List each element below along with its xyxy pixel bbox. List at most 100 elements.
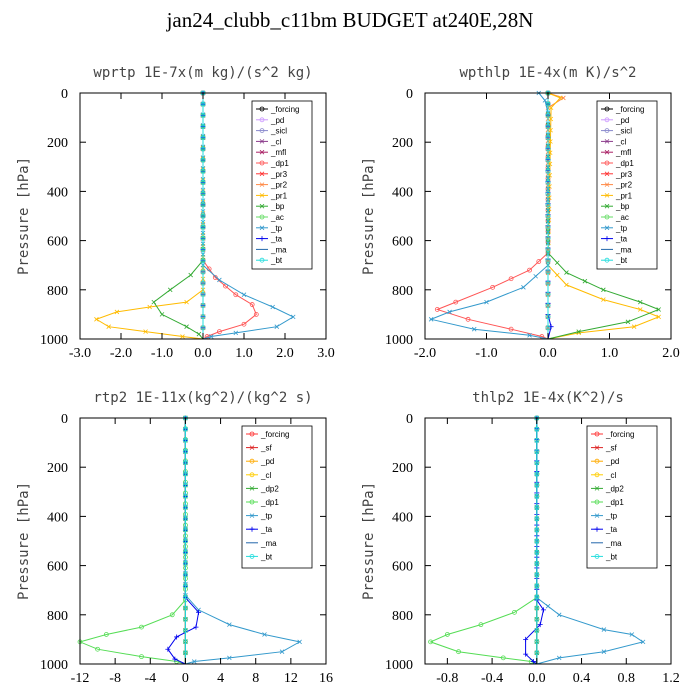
x-tick-label: 1.0 xyxy=(235,346,253,361)
data-point xyxy=(139,654,144,660)
data-point xyxy=(143,329,148,334)
data-point xyxy=(545,168,551,174)
data-point xyxy=(200,224,206,230)
legend-entry: _bt xyxy=(246,552,273,561)
data-point xyxy=(183,460,188,466)
data-point xyxy=(601,649,607,654)
y-tick-label: 200 xyxy=(47,136,68,151)
data-point xyxy=(249,472,255,478)
legend-entry: _bt xyxy=(601,256,628,265)
series-line xyxy=(95,93,204,340)
legend-label: _tp xyxy=(615,224,628,233)
legend-entry: _cl xyxy=(246,471,271,480)
data-point xyxy=(114,309,120,315)
data-point xyxy=(259,149,265,155)
legend-entry: _pd xyxy=(246,457,274,466)
legend-label: _sicl xyxy=(615,127,632,136)
data-point xyxy=(656,307,661,312)
x-tick-label: -4 xyxy=(144,671,156,686)
data-point xyxy=(545,258,551,264)
data-point xyxy=(200,269,206,275)
legend-entry: _mfl xyxy=(256,148,286,157)
data-point xyxy=(625,319,631,325)
data-point xyxy=(530,659,536,665)
legend-label: _bt xyxy=(260,552,273,561)
series-bt xyxy=(183,415,188,664)
data-point xyxy=(534,505,540,510)
data-point xyxy=(594,486,600,491)
data-point xyxy=(604,257,610,263)
y-tick-label: 0 xyxy=(406,412,413,427)
data-point xyxy=(227,655,232,661)
data-point xyxy=(548,116,554,122)
legend-label: _cl xyxy=(260,471,271,480)
legend-entry: _dp1 xyxy=(591,498,624,507)
series-bt xyxy=(200,90,206,339)
legend-label: _pd xyxy=(260,457,274,466)
panel-2: wpthlp 1E-4x(m K)/s^2 Pressure [hPa] -2.0 -… xyxy=(361,65,680,361)
data-point xyxy=(521,285,526,290)
y-tick-label: 600 xyxy=(392,560,413,575)
data-point xyxy=(576,329,582,334)
data-point xyxy=(523,651,529,657)
y-tick-label: 0 xyxy=(61,87,68,102)
data-point xyxy=(534,650,540,656)
data-point xyxy=(200,303,206,308)
data-point xyxy=(604,193,610,198)
data-point xyxy=(545,112,551,118)
legend-label: _pd xyxy=(605,457,619,466)
legend-entry: _dp2 xyxy=(591,484,624,493)
data-point xyxy=(604,117,610,123)
data-point xyxy=(249,445,255,450)
legend-label: _cl xyxy=(605,471,616,480)
data-point xyxy=(200,191,206,197)
data-point xyxy=(545,146,551,152)
data-point xyxy=(594,445,600,450)
legend-label: _bt xyxy=(615,256,628,265)
legend-label: _bt xyxy=(270,256,283,265)
series-dp1 xyxy=(77,415,188,665)
data-point xyxy=(604,149,610,155)
data-point xyxy=(279,649,285,654)
legend-label: _cl xyxy=(615,137,626,146)
data-point xyxy=(183,628,188,633)
legend-label: _ma xyxy=(605,539,622,548)
data-point xyxy=(259,257,265,263)
data-point xyxy=(172,656,178,662)
y-tick-label: 200 xyxy=(392,136,413,151)
data-point xyxy=(217,277,222,283)
series-bp xyxy=(151,90,206,340)
legend-entry: _forcing xyxy=(246,430,289,439)
legend-label: _pr3 xyxy=(270,170,288,179)
data-point xyxy=(604,225,610,231)
data-point xyxy=(167,287,173,293)
data-point xyxy=(428,317,434,322)
panel-title: wpthlp 1E-4x(m K)/s^2 xyxy=(459,65,636,81)
legend-label: _sicl xyxy=(270,127,287,136)
legend-entry: _ta xyxy=(246,525,273,534)
legend-label: _bp xyxy=(615,202,630,211)
data-point xyxy=(533,273,538,279)
legend-entry: _ma xyxy=(246,539,277,548)
data-point xyxy=(545,280,551,286)
data-point xyxy=(545,135,551,141)
legend-label: _pr2 xyxy=(615,181,633,190)
data-point xyxy=(259,171,265,177)
data-point xyxy=(534,426,540,432)
series-line xyxy=(202,93,257,340)
data-point xyxy=(270,304,275,310)
data-point xyxy=(484,299,489,305)
data-point xyxy=(274,324,280,329)
legend-entry: _dp1 xyxy=(601,159,634,168)
data-point xyxy=(548,105,554,111)
series-line xyxy=(429,418,538,665)
data-point xyxy=(594,526,600,532)
y-tick-label: 800 xyxy=(392,284,413,299)
legend-label: _pd xyxy=(615,116,629,125)
data-point xyxy=(200,157,206,163)
data-point xyxy=(453,299,459,305)
legend-entry: _pr2 xyxy=(256,181,288,190)
panel-title: rtp2 1E-11x(kg^2)/(kg^2 s) xyxy=(93,390,312,406)
data-point xyxy=(545,269,551,275)
legend-entry: _ma xyxy=(256,245,287,254)
